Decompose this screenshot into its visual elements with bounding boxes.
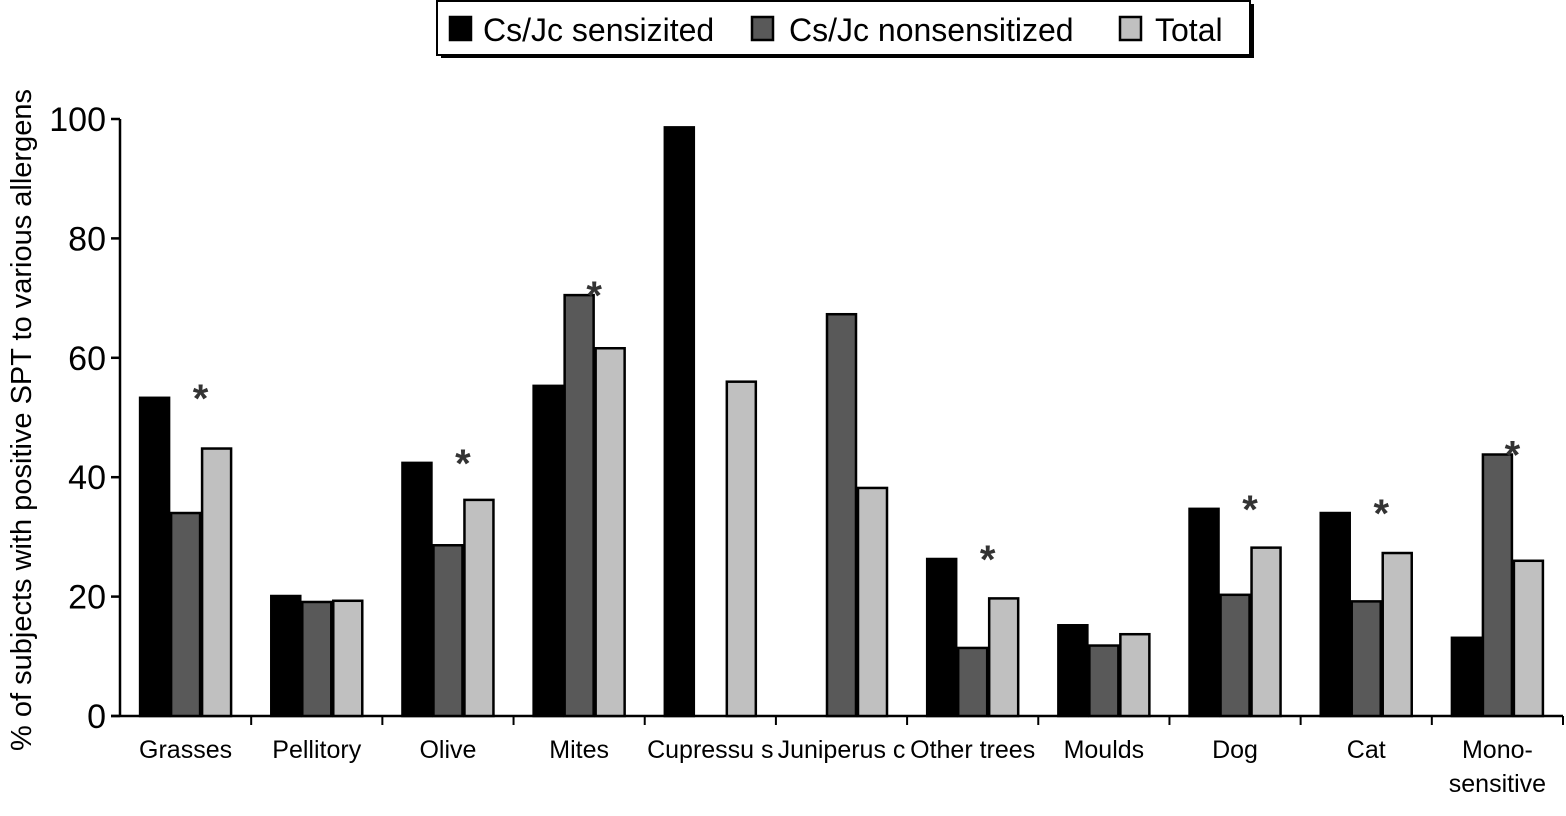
bar-nonsensitized [169,511,202,718]
x-tick-label: Pellitory [272,736,361,764]
bar-nonsensitized [1088,644,1120,718]
x-tick-label: Olive [419,736,476,764]
y-tick-label: 100 [49,101,106,139]
bar-sensitized [1319,511,1351,718]
significance-star: * [1505,434,1521,478]
bar-total [725,380,758,718]
bar-total [1381,551,1413,718]
bar-nonsensitized [1350,600,1382,718]
x-tick-label: Mites [549,736,609,764]
significance-star: * [1242,488,1258,532]
bar-sensitized [925,557,958,718]
bar-nonsensitized [1219,593,1251,718]
legend-swatch [448,15,473,42]
bar-nonsensitized [825,312,858,718]
bar-sensitized [663,126,696,718]
significance-markers: * * * * * * * [193,274,1521,582]
bar-total [1512,559,1545,718]
legend: Cs/Jc sensizited Cs/Jc nonsensitized Total [436,0,1254,58]
bar-total [332,599,364,718]
y-tick-label: 60 [68,340,106,378]
legend-label: Cs/Jc sensizited [483,12,714,48]
significance-star: * [1373,492,1389,536]
significance-star: * [586,274,602,318]
legend-box [436,0,1251,56]
legend-label: Cs/Jc nonsensitized [789,12,1074,48]
bar-total [463,498,495,718]
x-tick-label: Dog [1212,736,1258,764]
bars [138,126,1545,718]
bar-total [1250,546,1282,718]
y-axis-title: % of subjects with positive SPT to vario… [6,89,38,751]
x-tick-label: sensitive [1449,770,1546,798]
bar-nonsensitized [432,544,464,718]
x-tick-label: Cupressu s [647,736,773,764]
bar-total [200,447,233,718]
x-tick-label: Grasses [139,736,232,764]
bar-sensitized [401,461,433,718]
bar-sensitized [138,396,171,718]
legend-swatch [750,15,775,42]
x-tick-label: Juniperus c [778,736,906,764]
bar-sensitized [1450,636,1483,718]
x-tick-label: Moulds [1064,736,1145,764]
bar-total [856,486,889,718]
x-tick-label: Mono- [1462,736,1533,764]
bar-nonsensitized [563,293,595,718]
bar-total [594,346,626,718]
bar-sensitized [270,594,302,718]
y-tick-label: 40 [68,459,106,497]
bar-total [1119,632,1151,718]
bar-sensitized [1057,624,1089,718]
y-tick-label: 20 [68,579,106,617]
bar-nonsensitized [956,646,989,718]
bar-sensitized [1188,507,1220,718]
y-tick-label: 80 [68,220,106,258]
legend-label: Total [1155,12,1223,48]
category-labels: Grasses Pellitory Olive Mites Cupressu s Juni… [139,736,1546,798]
significance-star: * [980,538,996,582]
x-tick-label: Other trees [910,736,1035,764]
legend-swatch [1118,15,1143,42]
bar-nonsensitized [301,600,333,718]
y-axis-title-group: % of subjects with positive SPT to vario… [6,89,38,751]
bar-total [987,597,1020,718]
x-tick-label: Cat [1347,736,1386,764]
bar-sensitized [532,384,564,718]
bar-nonsensitized [1481,453,1514,718]
significance-star: * [193,377,209,421]
significance-star: * [455,442,471,486]
y-tick-label: 0 [87,698,106,736]
